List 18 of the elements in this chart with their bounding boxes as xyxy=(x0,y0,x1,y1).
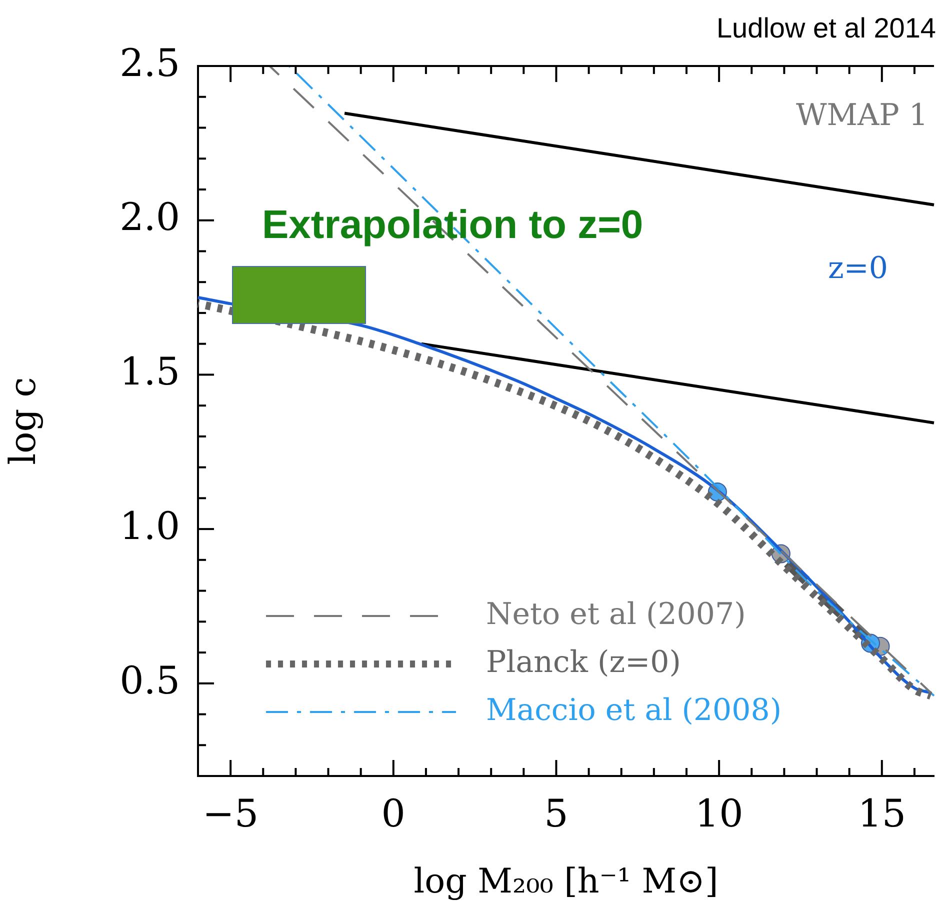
x-tick-label: 10 xyxy=(694,792,744,836)
text: Maccio et al (2008) xyxy=(486,692,782,728)
x-tick-label: 15 xyxy=(858,792,906,836)
annotation: z=0 xyxy=(828,250,888,286)
text: Ludlow et al 2014 xyxy=(716,12,936,44)
series-label: Neto et al (2007) xyxy=(486,596,746,632)
x-tick-label: 5 xyxy=(544,792,568,836)
x-axis-title: log M₂₀₀ [h⁻¹ M⊙] xyxy=(414,861,718,902)
annotation: WMAP 1 xyxy=(796,98,928,133)
y-axis-title: log c xyxy=(2,377,44,465)
x-tick-label: 0 xyxy=(381,792,406,836)
y-tick-label: 1.0 xyxy=(120,504,180,548)
y-tick-label: 0.5 xyxy=(120,658,180,702)
y-tick-label: 2.5 xyxy=(120,40,180,85)
x-tick-label: −5 xyxy=(202,792,259,836)
y-tick-label: 2.0 xyxy=(120,195,180,240)
text: Planck (z=0) xyxy=(486,644,681,680)
y-tick-label: 1.5 xyxy=(120,350,180,394)
